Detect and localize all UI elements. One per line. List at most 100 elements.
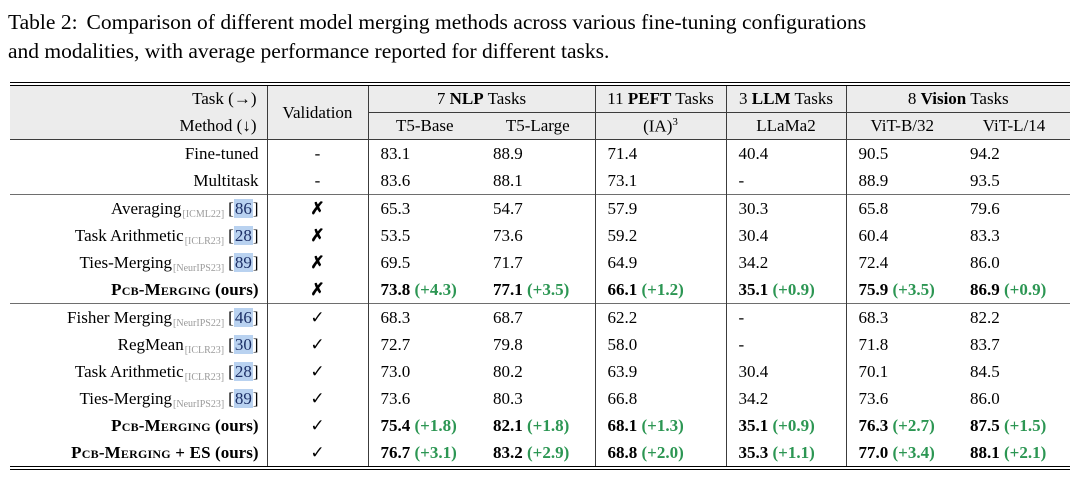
metric-value: 68.3 bbox=[858, 307, 889, 327]
value-cell: 35.3 (+1.1) bbox=[726, 439, 847, 468]
header-group-peft: 11 PEFT Tasks bbox=[595, 84, 727, 113]
citation-number[interactable]: 46 bbox=[233, 307, 253, 327]
method-cell: Pcb-Merging (ours) bbox=[10, 276, 268, 304]
metric-value: 65.8 bbox=[858, 198, 889, 218]
metric-value: 65.3 bbox=[380, 198, 411, 218]
table-row: Ties-Merging[NeurIPS23] [89] ✗ 69.5 71.7 64.9… bbox=[10, 249, 1070, 276]
metric-value: 72.4 bbox=[858, 252, 889, 272]
metric-value: 57.9 bbox=[607, 198, 638, 218]
header-group-llm: 3 LLM Tasks bbox=[726, 84, 847, 113]
header-col-llama2: LLaMa2 bbox=[726, 112, 847, 140]
method-cell: RegMean[ICLR23] [30] bbox=[10, 331, 268, 358]
value-cell: 69.5 bbox=[368, 249, 481, 276]
value-cell: - bbox=[726, 303, 847, 331]
value-cell: 83.2 (+2.9) bbox=[481, 439, 596, 468]
value-cell: 76.3 (+2.7) bbox=[846, 412, 958, 439]
method-cell: Fisher Merging[NeurIPS22] [46] bbox=[10, 303, 268, 331]
value-cell: 73.6 bbox=[368, 385, 481, 412]
value-cell: 77.1 (+3.5) bbox=[481, 276, 596, 304]
metric-value: 59.2 bbox=[607, 225, 638, 245]
metric-value: 58.0 bbox=[607, 334, 638, 354]
value-cell: 73.1 bbox=[595, 167, 727, 195]
value-cell: 71.7 bbox=[481, 249, 596, 276]
citation-number[interactable]: 89 bbox=[233, 388, 253, 408]
citation-link[interactable]: [28] bbox=[228, 361, 259, 381]
table-caption: Table 2: Comparison of different model me… bbox=[0, 0, 1080, 66]
improvement-delta: (+1.5) bbox=[1004, 415, 1047, 435]
header-col-t5-large: T5-Large bbox=[481, 112, 596, 140]
value-cell: 53.5 bbox=[368, 222, 481, 249]
metric-value: 72.7 bbox=[380, 334, 411, 354]
validation-mark: ✓ bbox=[267, 303, 369, 331]
validation-mark: ✗ bbox=[267, 276, 369, 304]
ours-tag: (ours) bbox=[215, 279, 259, 299]
citation-link[interactable]: [30] bbox=[228, 334, 259, 354]
metric-value: 30.4 bbox=[738, 361, 769, 381]
metric-value: - bbox=[738, 307, 745, 327]
value-cell: 73.8 (+4.3) bbox=[368, 276, 481, 304]
improvement-delta: (+2.7) bbox=[892, 415, 935, 435]
value-cell: 83.6 bbox=[368, 167, 481, 195]
citation-number[interactable]: 28 bbox=[233, 361, 253, 381]
improvement-delta: (+2.1) bbox=[1004, 442, 1047, 462]
value-cell: 83.7 bbox=[958, 331, 1070, 358]
method-name: Pcb-Merging bbox=[111, 415, 211, 435]
metric-value: 68.1 bbox=[607, 415, 638, 435]
citation-number[interactable]: 86 bbox=[233, 198, 253, 218]
value-cell: - bbox=[726, 331, 847, 358]
table-row: Multitask -83.6 88.1 73.1-88.9 93.5 bbox=[10, 167, 1070, 195]
table-row: Pcb-Merging (ours) ✗ 73.8 (+4.3) 77.1 (+3.5… bbox=[10, 276, 1070, 304]
value-cell: 86.0 bbox=[958, 249, 1070, 276]
value-cell: 88.9 bbox=[846, 167, 958, 195]
citation-number[interactable]: 30 bbox=[233, 334, 253, 354]
value-cell: 68.8 (+2.0) bbox=[595, 439, 727, 468]
metric-value: 86.0 bbox=[970, 252, 1000, 272]
metric-value: 30.3 bbox=[738, 198, 769, 218]
metric-value: 75.9 bbox=[858, 279, 889, 299]
value-cell: 57.9 bbox=[595, 194, 727, 222]
citation-link[interactable]: [86] bbox=[228, 198, 259, 218]
value-cell: 93.5 bbox=[958, 167, 1070, 195]
citation-link[interactable]: [46] bbox=[228, 307, 259, 327]
venue-tag: [NeurIPS23] bbox=[173, 398, 225, 410]
value-cell: 84.5 bbox=[958, 358, 1070, 385]
metric-value: 93.5 bbox=[970, 170, 1000, 190]
improvement-delta: (+1.8) bbox=[414, 415, 457, 435]
citation-number[interactable]: 89 bbox=[233, 252, 253, 272]
value-cell: 60.4 bbox=[846, 222, 958, 249]
method-cell: Pcb-Merging (ours) bbox=[10, 412, 268, 439]
value-cell: 58.0 bbox=[595, 331, 727, 358]
value-cell: 82.2 bbox=[958, 303, 1071, 331]
value-cell: 30.3 bbox=[726, 194, 847, 222]
header-validation: Validation bbox=[267, 84, 369, 140]
metric-value: 80.2 bbox=[493, 361, 523, 381]
metric-value: 68.8 bbox=[607, 442, 638, 462]
metric-value: 86.0 bbox=[970, 388, 1000, 408]
value-cell: 83.3 bbox=[958, 222, 1070, 249]
citation-number[interactable]: 28 bbox=[233, 225, 253, 245]
metric-value: 84.5 bbox=[970, 361, 1000, 381]
metric-value: 82.1 bbox=[493, 415, 523, 435]
value-cell: 73.6 bbox=[481, 222, 596, 249]
metric-value: 71.8 bbox=[858, 334, 889, 354]
metric-value: 73.6 bbox=[493, 225, 523, 245]
metric-value: 75.4 bbox=[380, 415, 411, 435]
value-cell: 86.9 (+0.9) bbox=[958, 276, 1070, 304]
header-col-vit-l14: ViT-L/14 bbox=[958, 112, 1071, 140]
metric-value: 35.1 bbox=[738, 279, 769, 299]
method-name: RegMean bbox=[117, 334, 184, 354]
value-cell: 86.0 bbox=[958, 385, 1070, 412]
metric-value: 66.1 bbox=[607, 279, 638, 299]
caption-label: Table 2: bbox=[8, 10, 78, 34]
improvement-delta: (+0.9) bbox=[1004, 279, 1047, 299]
metric-value: 71.7 bbox=[493, 252, 523, 272]
value-cell: 83.1 bbox=[368, 140, 481, 168]
validation-mark: ✓ bbox=[267, 331, 369, 358]
citation-link[interactable]: [28] bbox=[228, 225, 259, 245]
metric-value: 83.6 bbox=[380, 170, 411, 190]
citation-link[interactable]: [89] bbox=[228, 388, 259, 408]
method-name: Task Arithmetic bbox=[74, 225, 184, 245]
citation-link[interactable]: [89] bbox=[228, 252, 259, 272]
metric-value: 70.1 bbox=[858, 361, 889, 381]
value-cell: 80.3 bbox=[481, 385, 596, 412]
